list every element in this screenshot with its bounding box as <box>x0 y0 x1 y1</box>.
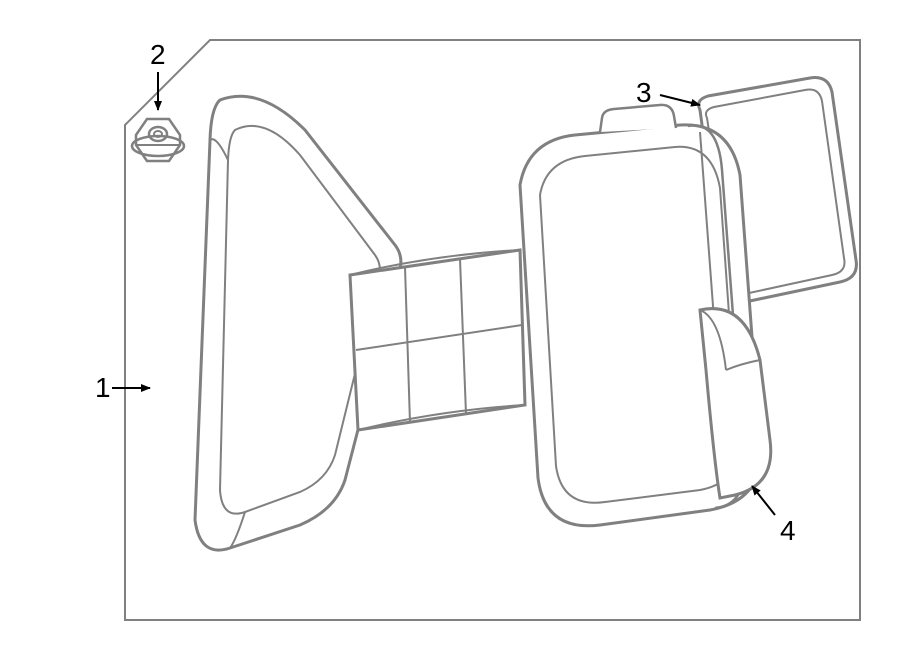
part-mirror-assembly <box>195 96 771 550</box>
label-4: 4 <box>780 515 796 546</box>
label-2: 2 <box>150 39 166 70</box>
label-1: 1 <box>95 372 111 403</box>
part-nut <box>132 119 184 161</box>
parts-diagram: 1 2 3 4 <box>0 0 900 661</box>
leader-4 <box>752 486 775 515</box>
label-3: 3 <box>636 77 652 108</box>
leader-3 <box>660 95 700 105</box>
